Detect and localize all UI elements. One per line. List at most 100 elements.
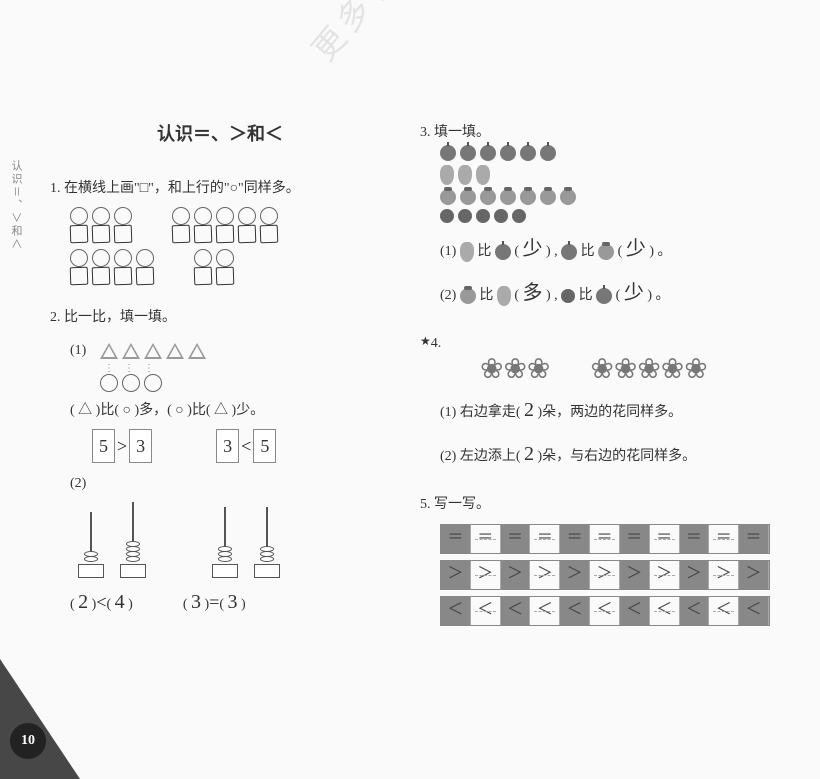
berry-icon [476, 209, 490, 223]
grid-cell: ＜ [530, 597, 560, 625]
grid-cell: ＜ [709, 597, 739, 625]
q1-group-row-2 [70, 249, 390, 285]
q1-g1-circles [172, 207, 278, 225]
question-3: 3. 填一填。 (1) 比 ( 少 ) , 比 ( 少 ) 。 (2) 比 ( … [420, 120, 800, 311]
q2p1-box-b: 3<5 [214, 429, 278, 463]
apple-icon [440, 145, 456, 161]
square-icon [70, 267, 89, 286]
pear-icon [458, 165, 472, 185]
square-icon [216, 225, 235, 244]
square-icon [216, 267, 235, 286]
q1-g3-circles [194, 249, 234, 267]
box-num: 5 [253, 429, 276, 463]
operator: > [117, 436, 127, 456]
grid-cell: ＞ [650, 561, 680, 589]
abacus-icon [78, 512, 104, 578]
q5-prompt: 5. 写一写。 [420, 497, 490, 512]
triangle-icon [188, 343, 206, 359]
q1-g2-squares [70, 267, 154, 285]
worksheet-page: 认识＝、＞和＜ 更多答案请下载作业精灵 10 认识＝、＞和＜ 1. 在横线上画"… [0, 0, 820, 779]
circle-icon [216, 249, 234, 267]
circle-icon [172, 207, 190, 225]
tomato-icon [460, 288, 476, 304]
q2-prompt: 2. 比一比，填一填。 [50, 310, 176, 325]
q1-g2-circles [70, 249, 154, 267]
q4-l2-pre: (2) 左边添上( [440, 449, 521, 464]
abacus-icon [254, 507, 280, 578]
abacus-pair-right [204, 502, 288, 578]
q3-line1: (1) 比 ( 少 ) , 比 ( 少 ) 。 [440, 231, 800, 267]
square-icon [114, 225, 133, 244]
circle-icon [238, 207, 256, 225]
grid-cell: ＝ [650, 525, 680, 553]
page-title: 认识＝、＞和＜ [50, 120, 390, 146]
grid-cell: ＞ [560, 561, 590, 589]
left-column: 认识＝、＞和＜ 1. 在横线上画"□"，和上行的"○"同样多。 [0, 0, 410, 779]
apple-icon [540, 145, 556, 161]
box-num: 5 [92, 429, 115, 463]
q4-line2: (2) 左边添上( 2 )朵，与右边的花同样多。 [440, 436, 800, 472]
square-icon [92, 267, 111, 286]
question-4: ★4. ❀❀❀ ❀❀❀❀❀ (1) 右边拿走( 2 )朵，两边的花同样多。 (2… [420, 331, 800, 472]
grid-cell: ＝ [620, 525, 650, 553]
q1-g0-squares [70, 225, 132, 243]
tomato-icon [540, 189, 556, 205]
q2p1-label: (1) [70, 343, 86, 358]
q1-group-row-1 [70, 207, 390, 243]
berry-icon [512, 209, 526, 223]
q2-part1: (1) ⋮ ⋮ ⋮ ( △ )比( ○ )多，( ○ )比( △ )少。 [70, 338, 390, 463]
square-icon [136, 267, 155, 286]
grid-cell: ＝ [560, 525, 590, 553]
circle-icon [114, 207, 132, 225]
circle-icon [122, 374, 140, 392]
grid-cell: ＞ [530, 561, 560, 589]
q3-line2: (2) 比 ( 多 ) , 比 ( 少 ) 。 [440, 275, 800, 311]
q1-group-0 [70, 207, 132, 243]
q4-flowers: ❀❀❀ ❀❀❀❀❀ [480, 356, 800, 384]
pear-icon [497, 286, 511, 306]
question-1: 1. 在横线上画"□"，和上行的"○"同样多。 [50, 176, 390, 285]
grid-cell: ＝ [739, 525, 769, 553]
abacus-pair-left [70, 502, 154, 578]
q2p1-sentence: ( △ )比( ○ )多，( ○ )比( △ )少。 [70, 398, 390, 423]
triangle-icon [166, 343, 184, 359]
operator: < [96, 592, 106, 612]
apple-icon [460, 145, 476, 161]
q2p2-label: (2) [70, 476, 86, 491]
q3-tomato-row [440, 189, 800, 205]
q3-prompt: 3. 填一填。 [420, 125, 490, 140]
q2p2-ans-left: ( 2 )<( 4 ) [70, 584, 133, 620]
answer-value: 2 [524, 443, 534, 465]
box-num: 3 [129, 429, 152, 463]
circle-icon [194, 249, 212, 267]
grid-cell: ＝ [530, 525, 560, 553]
apple-icon [561, 244, 577, 260]
q1-g0-circles [70, 207, 132, 225]
circle-icon [194, 207, 212, 225]
q3-apple-row [440, 145, 800, 161]
answer-value: 多 [523, 282, 543, 304]
q5-row-equals: ＝ ＝ ＝ ＝ ＝ ＝ ＝ ＝ ＝ ＝ ＝ [440, 524, 770, 554]
berry-icon [440, 209, 454, 223]
circle-icon [216, 207, 234, 225]
grid-cell: ＝ [709, 525, 739, 553]
square-icon [260, 225, 279, 244]
circle-icon [114, 249, 132, 267]
apple-icon [500, 145, 516, 161]
operator: = [209, 592, 219, 612]
abacus-icon [212, 507, 238, 578]
circle-icon [144, 374, 162, 392]
circle-icon [92, 207, 110, 225]
circle-icon [70, 249, 88, 267]
tomato-icon [520, 189, 536, 205]
grid-cell: ＜ [471, 597, 501, 625]
grid-cell: ＜ [620, 597, 650, 625]
grid-cell: ＞ [501, 561, 531, 589]
grid-cell: ＜ [650, 597, 680, 625]
square-icon [92, 225, 111, 244]
flower-vase-icon: ❀❀❀ [480, 356, 550, 384]
q4-l1-pre: (1) 右边拿走( [440, 405, 521, 420]
square-icon [194, 225, 213, 244]
q1-prompt: 1. 在横线上画"□"，和上行的"○"同样多。 [50, 181, 300, 196]
square-icon [172, 225, 191, 244]
